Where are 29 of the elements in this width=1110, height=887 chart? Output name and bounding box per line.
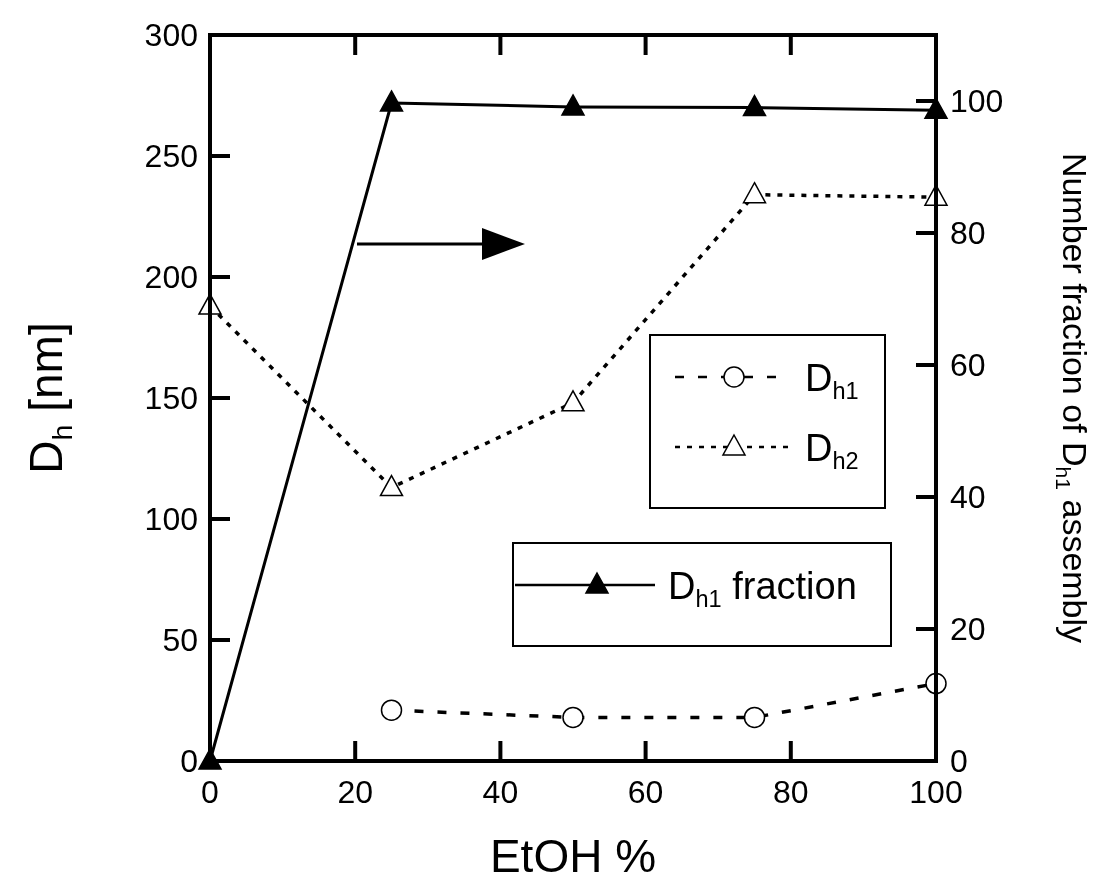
x-axis-title: EtOH % [489,830,657,882]
point [561,94,585,116]
point [742,94,767,117]
y2-tick-label: 80 [950,215,986,251]
point [561,390,585,412]
y-tick-label: 150 [144,380,198,416]
y-tick-label: 200 [144,259,198,295]
y-tick-label: 0 [180,743,198,779]
y-tick-label: 100 [144,501,198,537]
point [380,699,403,721]
legend-label: D$_{h2}$ [805,427,859,475]
point [742,181,767,204]
y2-tick-label: 40 [950,479,986,515]
x-tick-label: 80 [773,774,809,810]
y-tick-label: 300 [144,17,198,53]
x-tick-label: 20 [337,774,373,810]
point [562,706,584,729]
y2-tick-label: 20 [950,611,986,647]
point [379,90,404,112]
x-tick-label: 40 [482,774,519,810]
legend-label: D$_{h1}$ fraction [668,565,857,613]
y2-tick-label: 100 [950,83,1004,119]
legend-label: D$_{h1}$ [805,357,859,405]
point [743,706,766,729]
y2-tick-label: 60 [950,347,986,383]
y-tick-label: 50 [162,622,198,658]
x-tick-label: 60 [627,774,664,810]
y-tick-label: 250 [144,138,198,174]
point [379,474,404,497]
